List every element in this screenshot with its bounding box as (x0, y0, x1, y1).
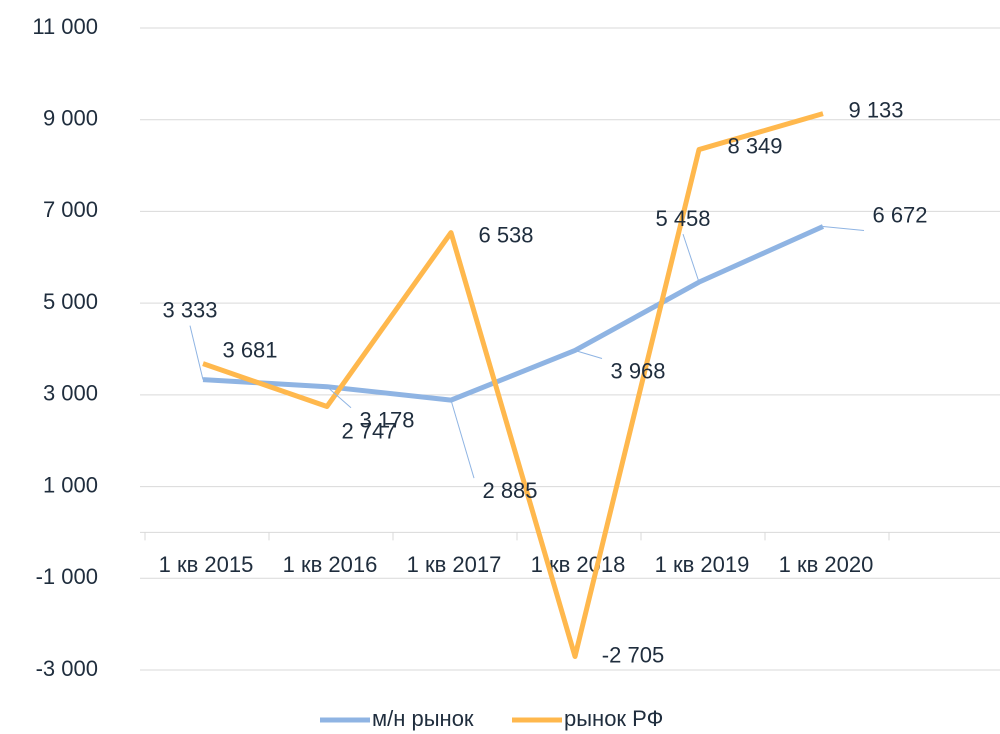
leader-line (326, 386, 352, 409)
data-label: 3 968 (610, 358, 665, 383)
leader-line (574, 349, 603, 359)
data-label: 2 747 (341, 418, 396, 443)
data-label: 3 178 (359, 408, 414, 433)
x-tick-label: 1 кв 2016 (283, 552, 378, 577)
leader-line (450, 399, 475, 479)
data-label: 3 681 (222, 337, 277, 362)
leader-line (189, 325, 204, 380)
y-tick-label: 3 000 (43, 381, 98, 406)
data-label: 9 133 (848, 97, 903, 122)
y-tick-label: 11 000 (32, 14, 98, 39)
series-line (202, 111, 824, 659)
data-label: 8 349 (727, 133, 782, 158)
x-tick-label: 1 кв 2019 (655, 552, 750, 577)
leader-line (682, 233, 700, 283)
data-label: 5 458 (655, 206, 710, 231)
y-tick-label: 5 000 (43, 289, 98, 314)
y-tick-label: -1 000 (36, 564, 98, 589)
data-label: 6 538 (478, 222, 533, 247)
leader-line (822, 225, 865, 231)
y-tick-label: 1 000 (43, 472, 98, 497)
data-label: 2 885 (482, 478, 537, 503)
y-tick-label: 9 000 (43, 106, 98, 131)
y-tick-label: -3 000 (36, 656, 98, 681)
x-tick-label: 1 кв 2015 (159, 552, 254, 577)
x-tick-label: 1 кв 2020 (779, 552, 874, 577)
y-tick-label: 7 000 (43, 197, 98, 222)
legend-label: м/н рынок (372, 706, 474, 731)
data-label: -2 705 (602, 642, 664, 667)
data-label: 3 333 (162, 297, 217, 322)
data-label: 6 672 (872, 202, 927, 227)
x-tick-label: 1 кв 2017 (407, 552, 502, 577)
legend-label: рынок РФ (564, 706, 663, 731)
series-line (202, 224, 825, 403)
